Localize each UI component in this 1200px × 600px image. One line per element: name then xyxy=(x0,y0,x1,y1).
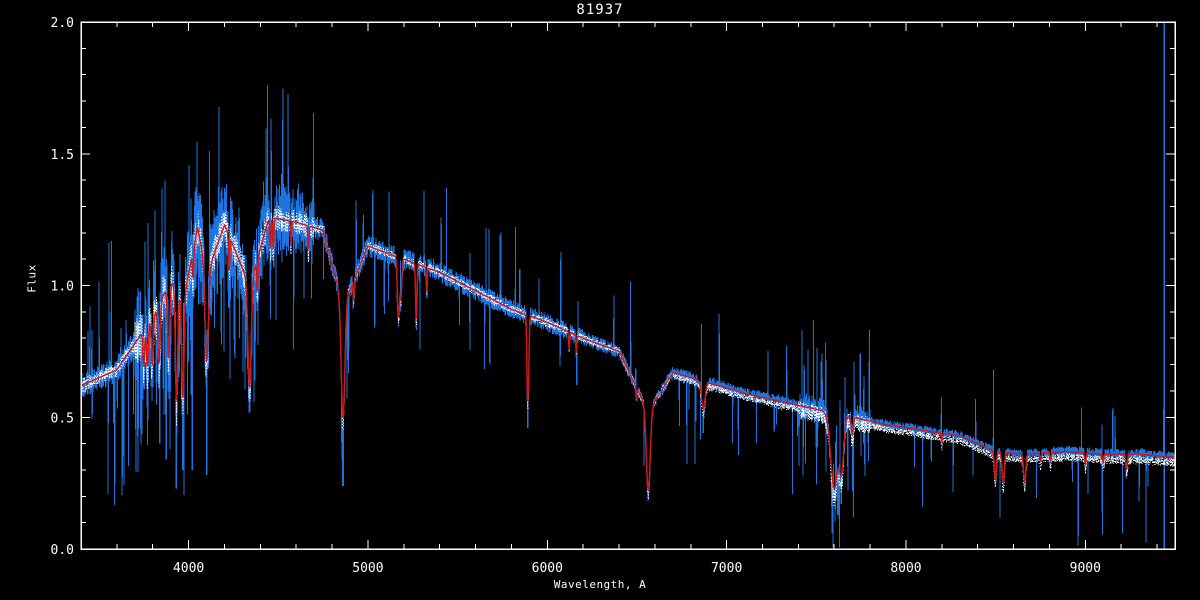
x-axis-tick-label: 5000 xyxy=(352,561,383,576)
x-axis-label: Wavelength, A xyxy=(553,578,647,591)
y-axis-tick-label: 0.5 xyxy=(51,411,74,426)
page-title: 81937 xyxy=(576,2,624,18)
observed-spectrum-line xyxy=(80,85,1176,548)
x-axis-tick-label: 4000 xyxy=(173,561,204,576)
x-axis-tick-label: 8000 xyxy=(890,561,921,576)
observed-spectrum-spikes xyxy=(159,22,1166,549)
x-axis-tick-label: 9000 xyxy=(1070,561,1101,576)
y-axis-tick-label: 1.5 xyxy=(51,148,74,163)
y-axis-label: Flux xyxy=(25,264,39,293)
smooth-fit-red-line xyxy=(80,217,1175,491)
y-axis-tick-label: 1.0 xyxy=(51,280,74,295)
x-axis-tick-label: 7000 xyxy=(711,561,742,576)
y-axis-tick-label: 2.0 xyxy=(51,16,74,31)
x-axis-tick-label: 6000 xyxy=(532,561,563,576)
y-axis-tick-label: 0.0 xyxy=(51,543,74,558)
